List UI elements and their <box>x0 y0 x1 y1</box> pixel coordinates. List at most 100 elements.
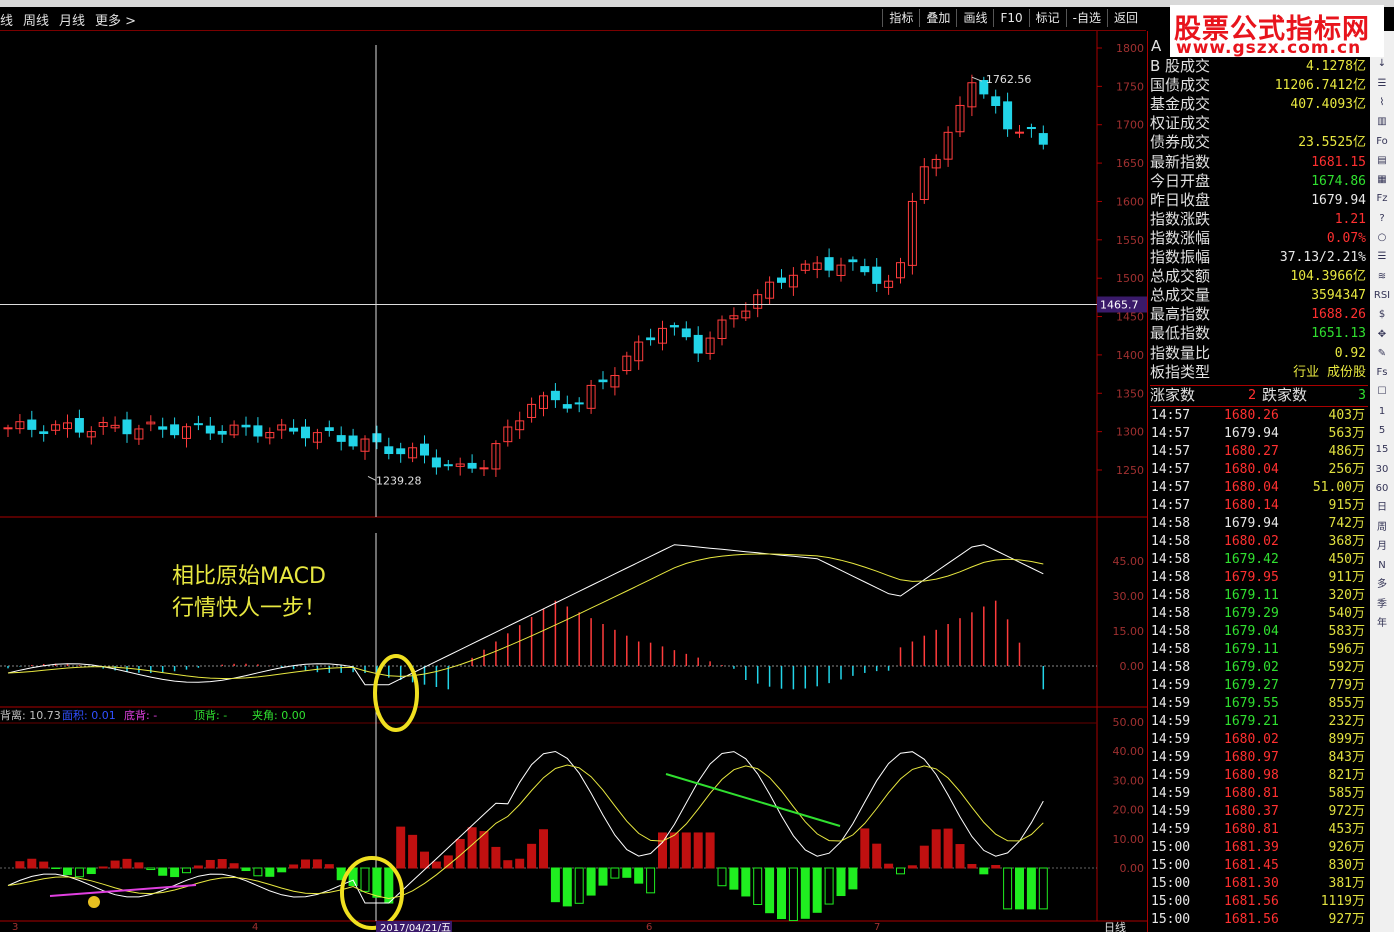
side-tool-icon-17[interactable]: Fs <box>1376 367 1388 379</box>
candle-body <box>539 395 548 409</box>
indicator-bar <box>182 867 191 874</box>
indicator-bar <box>51 867 61 870</box>
tick-row: 14:58 1679.04 583万 <box>1150 623 1368 641</box>
tick-price: 1679.94 <box>1224 516 1279 531</box>
side-tool-icon-21[interactable]: 15 <box>1375 444 1389 456</box>
tick-time: 14:58 <box>1151 552 1191 567</box>
tick-volume: 927万 <box>1328 912 1365 927</box>
indicator-bar <box>467 827 477 869</box>
tool-button-5[interactable]: -自选 <box>1065 9 1107 27</box>
side-tool-icon-3[interactable]: ⌇ <box>1379 96 1385 108</box>
indicator-bar <box>396 826 406 869</box>
tick-row: 14:58 1679.95 911万 <box>1150 569 1368 587</box>
tool-button-2[interactable]: 画线 <box>956 9 993 27</box>
side-tool-icon-1[interactable]: ↓ <box>1377 58 1387 70</box>
side-tool-icon-15[interactable]: ✥ <box>1377 328 1387 340</box>
candle-body <box>907 200 917 266</box>
tool-button-0[interactable]: 指标 <box>882 9 919 27</box>
candle-body <box>74 418 84 433</box>
side-tool-icon-30[interactable]: 年 <box>1377 618 1387 629</box>
side-tool-icon-2[interactable]: ☰ <box>1377 77 1387 89</box>
candle-body <box>134 428 144 440</box>
tick-row: 15:00 1681.56 927万 <box>1150 911 1368 929</box>
side-tool-icon-7[interactable]: ▦ <box>1377 174 1387 186</box>
price-axis-label: 1250 <box>1116 464 1144 477</box>
side-tool-icon-26[interactable]: 月 <box>1377 540 1387 552</box>
side-tool-icon-19[interactable]: 1 <box>1378 405 1386 417</box>
side-tool-icon-28[interactable]: 多 <box>1377 579 1387 591</box>
tick-row: 14:58 1679.02 592万 <box>1150 659 1368 677</box>
side-tool-icon-20[interactable]: 5 <box>1378 425 1386 436</box>
side-tool-icon-13[interactable]: RSI <box>1373 289 1391 301</box>
tick-time: 14:58 <box>1151 570 1191 585</box>
tool-button-3[interactable]: F10 <box>993 9 1028 27</box>
info-row: 国债成交 11206.7412亿 <box>1150 76 1368 95</box>
side-tool-icon-24[interactable]: 日 <box>1377 502 1387 514</box>
tick-price: 1679.21 <box>1224 714 1279 729</box>
info-label: 债券成交 <box>1150 133 1211 152</box>
price-axis-label: 1700 <box>1116 119 1144 132</box>
bottom-divergence-line <box>49 884 197 897</box>
candle-body <box>788 274 798 288</box>
period-tab-3[interactable]: 更多 > <box>95 14 137 29</box>
side-tool-icon-10[interactable]: ○ <box>1377 232 1387 243</box>
kline-chart-area[interactable]: 1800 1750 1700 1650 1600 1550 1500 1450 1400 1350… <box>0 31 1147 932</box>
indicator-bar <box>1003 867 1013 910</box>
indicator-axis-label: 0.00 <box>1120 862 1145 875</box>
tick-price: 1679.04 <box>1224 624 1279 639</box>
month-label: 7 <box>874 922 880 932</box>
tick-time: 14:59 <box>1151 750 1191 765</box>
candle-body <box>39 431 49 434</box>
side-tool-icon-16[interactable]: ✎ <box>1377 347 1387 359</box>
candle-body <box>622 355 632 372</box>
side-tool-icon-4[interactable]: ▥ <box>1377 116 1387 128</box>
side-tool-icon-6[interactable]: ▤ <box>1377 154 1387 166</box>
tick-volume: 585万 <box>1328 786 1365 801</box>
indicator-bar <box>646 867 656 894</box>
side-tool-icon-11[interactable]: ☰ <box>1377 251 1387 263</box>
tool-button-4[interactable]: 标记 <box>1028 9 1066 27</box>
indicator-bar <box>884 863 894 869</box>
tick-price: 1681.56 <box>1224 894 1279 909</box>
tool-button-6[interactable]: 返回 <box>1106 9 1144 27</box>
tick-price: 1679.27 <box>1224 678 1279 693</box>
side-tool-icon-12[interactable]: ≋ <box>1377 270 1387 282</box>
indicator-d-line <box>7 764 1044 900</box>
info-row: 指数涨幅 0.07% <box>1150 229 1368 248</box>
candle-body <box>658 327 667 344</box>
info-label: 总成交量 <box>1150 286 1211 305</box>
tool-button-1[interactable]: 叠加 <box>919 9 956 27</box>
side-tool-icon-23[interactable]: 60 <box>1375 482 1389 494</box>
side-tool-icon-18[interactable]: ☐ <box>1377 386 1387 398</box>
side-tool-icon-5[interactable]: Fo <box>1376 135 1388 147</box>
tick-row: 14:58 1679.29 540万 <box>1150 605 1368 623</box>
indicator-bar <box>681 832 691 869</box>
tick-price: 1680.04 <box>1224 480 1279 495</box>
period-tab-2[interactable]: 月线 <box>59 14 86 29</box>
info-value: 0.92 <box>1334 345 1366 361</box>
indicator-bar <box>1026 867 1036 910</box>
logo-url: www.gszx.com.cn <box>1176 38 1362 58</box>
month-label: 3 <box>12 922 18 932</box>
period-tab-1[interactable]: 周线 <box>23 14 50 29</box>
indicator-bar <box>1015 867 1024 910</box>
indicator-bar <box>420 851 429 869</box>
side-tool-icon-27[interactable]: N <box>1378 560 1386 572</box>
period-tab-0[interactable]: 线 <box>0 14 14 29</box>
indicator-bar <box>360 867 370 892</box>
candle-body <box>289 427 299 432</box>
side-tool-icon-14[interactable]: $ <box>1378 309 1386 321</box>
side-tool-icon-8[interactable]: Fz <box>1376 193 1388 205</box>
side-tool-icon-22[interactable]: 30 <box>1375 463 1389 475</box>
side-tool-icon-25[interactable]: 周 <box>1377 521 1387 533</box>
info-header-a: A <box>1151 37 1162 55</box>
info-label: 最高指数 <box>1150 305 1211 324</box>
indicator-bar <box>241 867 251 872</box>
logo-title: 股票公式指标网 <box>1174 14 1370 45</box>
indicator-bar <box>455 838 465 869</box>
info-row: 权证成交 <box>1150 114 1368 133</box>
side-tool-icon-29[interactable]: 季 <box>1377 598 1387 610</box>
candle-body <box>205 425 215 434</box>
side-tool-icon-9[interactable]: ? <box>1379 212 1385 224</box>
info-label: 昨日收盘 <box>1150 190 1211 209</box>
